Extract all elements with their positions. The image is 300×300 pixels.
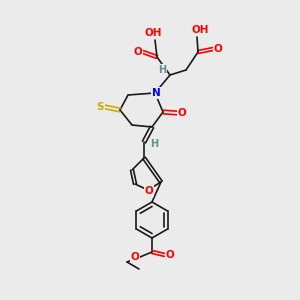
Text: O: O: [134, 47, 142, 57]
Text: OH: OH: [144, 28, 162, 38]
Text: O: O: [214, 44, 222, 54]
Text: O: O: [145, 186, 153, 196]
Text: H: H: [158, 65, 166, 75]
Text: O: O: [130, 252, 140, 262]
Text: OH: OH: [191, 25, 209, 35]
Text: O: O: [178, 108, 186, 118]
Text: H: H: [150, 139, 158, 149]
Text: S: S: [96, 102, 104, 112]
Text: N: N: [152, 88, 160, 98]
Text: O: O: [166, 250, 174, 260]
